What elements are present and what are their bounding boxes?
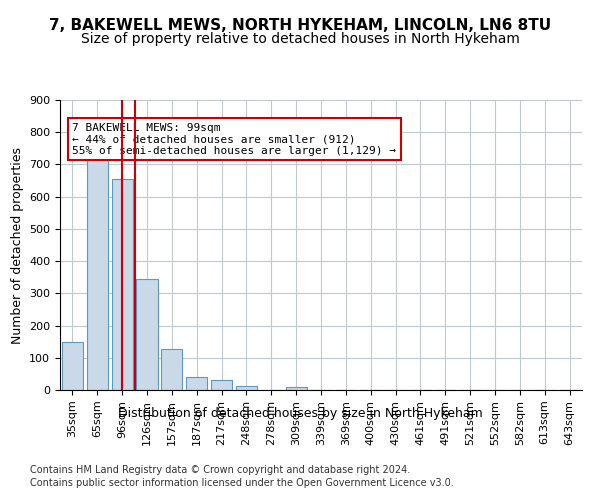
- Bar: [161, 349, 182, 390]
- Bar: [112, 179, 133, 390]
- Text: Contains HM Land Registry data © Crown copyright and database right 2024.: Contains HM Land Registry data © Crown c…: [30, 465, 410, 475]
- Bar: [211, 380, 232, 390]
- Bar: [286, 387, 307, 390]
- Bar: [236, 386, 257, 390]
- Text: Size of property relative to detached houses in North Hykeham: Size of property relative to detached ho…: [80, 32, 520, 46]
- Text: 7, BAKEWELL MEWS, NORTH HYKEHAM, LINCOLN, LN6 8TU: 7, BAKEWELL MEWS, NORTH HYKEHAM, LINCOLN…: [49, 18, 551, 32]
- Bar: [136, 280, 158, 390]
- Y-axis label: Number of detached properties: Number of detached properties: [11, 146, 23, 344]
- Bar: [87, 160, 108, 390]
- Bar: [186, 377, 207, 390]
- Bar: [62, 342, 83, 390]
- Text: 7 BAKEWELL MEWS: 99sqm
← 44% of detached houses are smaller (912)
55% of semi-de: 7 BAKEWELL MEWS: 99sqm ← 44% of detached…: [73, 122, 397, 156]
- Text: Distribution of detached houses by size in North Hykeham: Distribution of detached houses by size …: [118, 408, 482, 420]
- Text: Contains public sector information licensed under the Open Government Licence v3: Contains public sector information licen…: [30, 478, 454, 488]
